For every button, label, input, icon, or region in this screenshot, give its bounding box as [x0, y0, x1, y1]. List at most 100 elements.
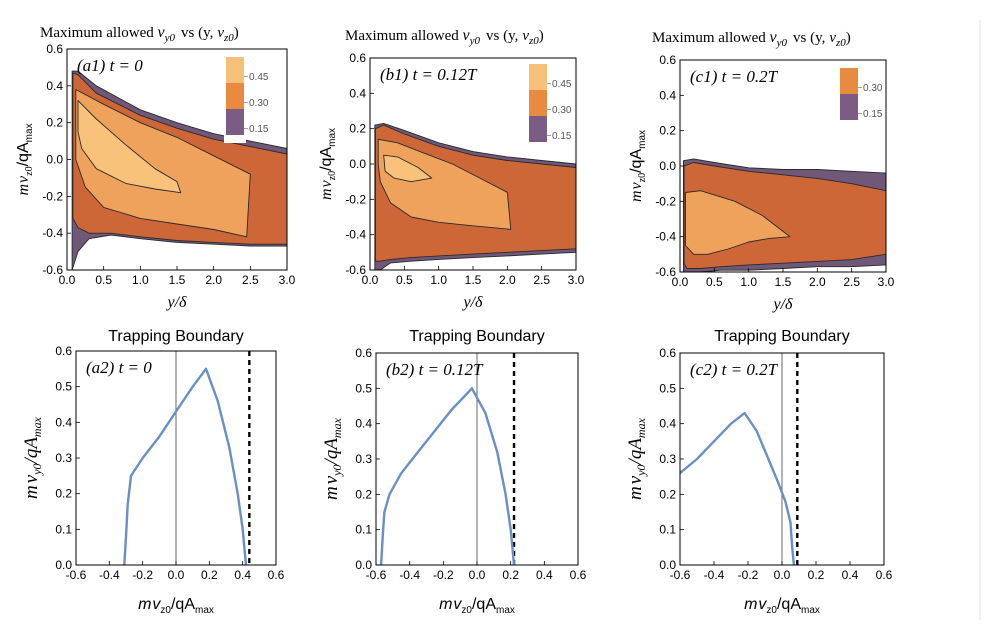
y-label-tail: /qA: [628, 149, 645, 173]
title-prefix: Maximum allowed: [345, 28, 459, 44]
x-tick-label: 0.0: [168, 568, 185, 582]
y-tick-label: -0.2: [42, 189, 63, 203]
title-var: v: [462, 27, 470, 44]
chart-title: Trapping Boundary: [714, 328, 850, 345]
x-tick-label: -0.4: [99, 568, 120, 582]
title-prefix: Maximum allowed: [652, 30, 766, 46]
y-tick-label: 0.0: [349, 157, 366, 171]
panel-label: (a1) t = 0: [77, 56, 143, 75]
contour-regions: [682, 158, 886, 272]
x-axis-label: mvz0/qAmax: [138, 596, 214, 616]
y-tick-label: -0.4: [42, 226, 63, 240]
x-tick-label: 0.6: [570, 568, 587, 582]
x-label-tail: /qA: [171, 596, 195, 613]
y-label-tail: /qA: [625, 438, 646, 466]
y-tick-label: 0.1: [355, 523, 372, 537]
x-tick-label: 0.0: [469, 568, 486, 582]
x-tick-label: 1.5: [775, 275, 792, 289]
y-label-v: v: [321, 475, 342, 484]
y-label-m: m: [15, 184, 32, 196]
y-tick-label: 0.0: [355, 558, 372, 572]
y-label-m: m: [628, 190, 645, 202]
x-tick-label: -0.6: [366, 568, 387, 582]
x-axis-label: y/δ: [462, 294, 484, 311]
x-label-m: m: [439, 596, 452, 613]
chart-title: Maximum allowed vy0 vs (y, vz0): [40, 24, 239, 44]
colorbar-swatch: [840, 94, 858, 120]
y-tick-label: 0.4: [46, 79, 63, 93]
y-tick-label: 0.0: [659, 558, 676, 572]
x-tick-label: 1.5: [465, 273, 482, 287]
y-label-sub: y0: [30, 463, 44, 475]
colorbar-swatch: [529, 64, 547, 90]
y-tick-label: 0.2: [46, 116, 63, 130]
y-label-v: v: [625, 475, 646, 484]
y-label-sub2: max: [30, 416, 44, 437]
y-tick-label: 0.2: [55, 487, 72, 501]
y-label-v: v: [628, 181, 645, 189]
x-tick-label: 2.0: [809, 275, 826, 289]
colorbar: 0.45 0.30 0.15: [224, 57, 269, 143]
title-mid: vs (y,: [181, 25, 213, 41]
y-tick-label: 0.3: [55, 451, 72, 465]
x-tick-label: -0.2: [433, 568, 454, 582]
x-tick-label: -0.4: [399, 568, 420, 582]
contour-regions: [71, 70, 287, 270]
contour-regions: [374, 122, 576, 270]
colorbar-swatch: [529, 116, 547, 142]
x-tick-label: 0.0: [774, 568, 791, 582]
x-tick-label: -0.2: [738, 568, 759, 582]
y-tick-label: 0.0: [659, 159, 676, 173]
x-tick-label: 0.5: [95, 273, 112, 287]
chart-title: Maximum allowed vy0 vs (y, vz0): [652, 29, 851, 49]
y-tick-label: 0.5: [355, 381, 372, 395]
colorbar-label: 0.45: [552, 79, 572, 90]
x-label-sub2: max: [195, 605, 214, 616]
x-tick-label: 0.6: [268, 568, 285, 582]
y-tick-label: 0.4: [349, 86, 366, 100]
title-sub: y0: [776, 37, 788, 49]
y-tick-label: -0.4: [345, 228, 366, 242]
colorbar-swatch: [840, 68, 858, 94]
title-end: ): [234, 25, 239, 41]
x-tick-label: 0.0: [672, 275, 689, 289]
colorbar: 0.45 0.30 0.15: [527, 64, 572, 150]
x-label-v: v: [453, 596, 462, 613]
y-label-sub2: max: [327, 128, 338, 147]
x-tick-label: 0.4: [234, 568, 251, 582]
trapping-boundary-line: [123, 367, 248, 566]
x-tick-label: 0.2: [502, 568, 519, 582]
x-tick-label: 1.0: [740, 275, 757, 289]
y-tick-label: 0.6: [659, 53, 676, 67]
y-tick-label: 0.5: [659, 381, 676, 395]
colorbar: 0.30 0.15: [838, 68, 883, 128]
trapping-boundary-line: [679, 411, 796, 566]
y-tick-label: 0.3: [355, 452, 372, 466]
panel-c1: 0.30 0.15 0.0 0.5 1.0 1.5 2.0 2.5 3.0 -0.6 -0.4 -0.…: [628, 29, 895, 313]
title-prefix: Maximum allowed: [40, 25, 154, 41]
y-tick-label: 0.6: [355, 346, 372, 360]
x-tick-label: 2.5: [533, 273, 550, 287]
x-label-m: m: [744, 596, 757, 613]
y-tick-label: -0.2: [345, 192, 366, 206]
title-var: v: [769, 29, 777, 46]
colorbar-swatch: [226, 109, 244, 135]
colorbar-label: 0.15: [249, 124, 269, 135]
y-label-v: v: [21, 474, 42, 483]
y-tick-label: 0.6: [46, 42, 63, 56]
title-end: ): [846, 30, 851, 46]
x-label-sub: z0: [160, 605, 171, 616]
panel-b1: 0.45 0.30 0.15 0.0 0.5 1.0 1.5 2.0 2.5 3.0 -0.6 -0.…: [318, 27, 585, 311]
y-tick-label: 0.0: [46, 153, 63, 167]
x-axis-label: mvz0/qAmax: [439, 596, 515, 616]
panel-label: (c2) t = 0.2T: [690, 360, 779, 379]
panel-label: (a2) t = 0: [86, 358, 152, 377]
x-tick-label: 0.0: [362, 273, 379, 287]
chart-title: Trapping Boundary: [409, 328, 545, 345]
x-label-sub: z0: [766, 605, 777, 616]
y-tick-label: -0.2: [655, 194, 676, 208]
y-label-tail: /qA: [321, 438, 342, 466]
y-label-sub2: max: [24, 123, 35, 142]
x-label-v: v: [152, 596, 161, 613]
x-tick-label: 0.2: [201, 568, 218, 582]
